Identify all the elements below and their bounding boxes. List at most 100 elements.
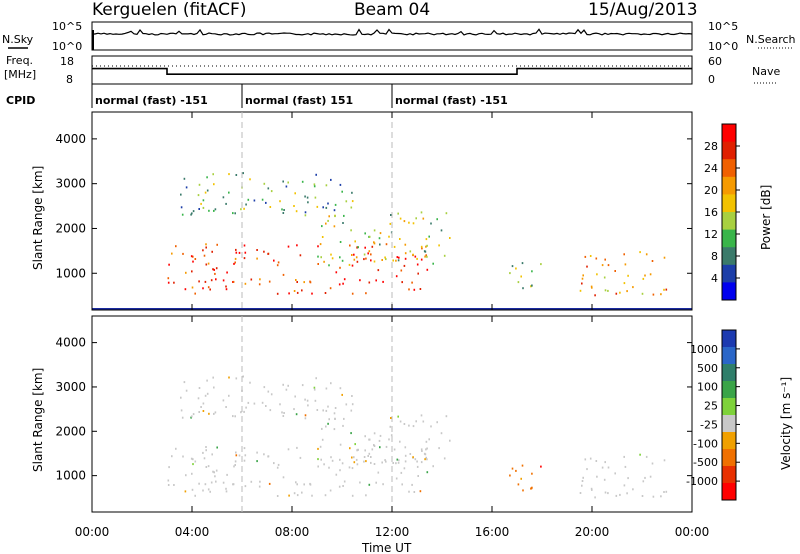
power-echo-cell — [211, 250, 213, 253]
power-echo-cell — [306, 196, 309, 199]
colorbar-swatch — [722, 364, 736, 382]
power-echo-cell — [596, 273, 598, 276]
velocity-echo-cell — [269, 409, 272, 412]
power-echo-cell — [594, 294, 596, 297]
power-echo-cell — [222, 279, 225, 282]
power-echo-cell — [413, 288, 416, 291]
velocity-echo-cell — [341, 462, 344, 465]
velocity-echo-cell — [413, 491, 416, 493]
velocity-echo-cell — [213, 386, 215, 389]
velocity-echo-cell — [342, 485, 344, 487]
power-echo-cell — [322, 206, 324, 209]
power-echo-cell — [324, 292, 327, 294]
colorbar-swatch — [722, 212, 736, 231]
x-tick-label: 16:00 — [475, 525, 510, 539]
velocity-echo-cell — [415, 420, 417, 423]
velocity-echo-cell — [243, 459, 246, 462]
velocity-echo-cell — [211, 453, 213, 456]
power-echo-cell — [258, 283, 261, 286]
power-echo-cell — [207, 286, 210, 289]
power-echo-cell — [321, 225, 323, 228]
velocity-echo-cell — [222, 399, 225, 402]
velocity-echo-cell — [404, 454, 407, 457]
power-echo-cell — [190, 255, 193, 258]
velocity-echo-cell — [209, 490, 211, 493]
velocity-echo-cell — [194, 460, 197, 463]
velocity-echo-cell — [398, 459, 400, 462]
velocity-echo-cell — [425, 440, 428, 443]
power-echo-cell — [404, 243, 407, 246]
power-echo-cell — [652, 293, 655, 296]
power-echo-cell — [317, 263, 319, 265]
power-echo-cell — [370, 259, 372, 262]
velocity-echo-cell — [367, 455, 369, 457]
power-echo-cell — [430, 222, 432, 225]
power-echo-cell — [351, 292, 354, 295]
power-echo-cell — [216, 243, 218, 246]
power-echo-cell — [330, 178, 332, 181]
velocity-echo-cell — [354, 443, 356, 446]
velocity-echo-cell — [408, 424, 410, 427]
velocity-echo-cell — [408, 490, 410, 493]
power-echo-cell — [520, 275, 522, 278]
velocity-echo-cell — [233, 465, 235, 468]
velocity-echo-cell — [645, 455, 648, 458]
velocity-echo-cell — [381, 461, 383, 464]
power-echo-cell — [511, 265, 514, 268]
nsearch-tick-bottom: 10^0 — [708, 40, 738, 53]
y-tick-label: 1000 — [55, 266, 86, 280]
power-echo-cell — [314, 196, 317, 199]
power-echo-cell — [426, 255, 428, 258]
velocity-echo-cell — [330, 456, 332, 459]
power-echo-cell — [215, 278, 217, 281]
power-echo-cell — [363, 258, 365, 261]
velocity-echo-cell — [403, 423, 406, 425]
power-echo-cell — [649, 273, 652, 276]
power-echo-cell — [368, 250, 371, 253]
power-echo-cell — [202, 199, 205, 202]
velocity-echo-cell — [581, 484, 583, 487]
velocity-echo-cell — [335, 473, 338, 476]
velocity-echo-cell — [175, 447, 177, 450]
velocity-echo-cell — [214, 475, 216, 478]
power-echo-cell — [212, 173, 214, 176]
velocity-echo-cell — [285, 388, 288, 391]
velocity-echo-cell — [403, 467, 406, 470]
power-echo-cell — [396, 256, 399, 259]
velocity-echo-cell — [304, 417, 307, 420]
power-echo-cell — [294, 192, 296, 195]
power-echo-cell — [624, 263, 627, 266]
velocity-echo-cell — [282, 415, 285, 417]
velocity-echo-cell — [267, 455, 269, 458]
power-echo-cell — [581, 277, 584, 280]
velocity-echo-cell — [323, 463, 325, 466]
velocity-echo-cell — [594, 496, 596, 499]
velocity-echo-cell — [234, 460, 237, 463]
power-echo-cell — [232, 280, 235, 283]
power-echo-cell — [243, 244, 246, 247]
nave-tick-bottom: 0 — [708, 73, 715, 86]
velocity-echo-cell — [409, 453, 412, 455]
colorbar-tick-label: 8 — [711, 250, 718, 263]
velocity-echo-cell — [364, 449, 366, 452]
velocity-echo-cell — [333, 412, 336, 415]
power-echo-cell — [249, 178, 251, 181]
power-echo-cell — [202, 249, 204, 252]
velocity-echo-cell — [428, 438, 430, 441]
power-echo-cell — [342, 282, 344, 285]
velocity-echo-cell — [368, 438, 371, 441]
power-echo-cell — [416, 257, 418, 260]
power-echo-cell — [604, 258, 606, 261]
x-tick-label: 00:00 — [675, 525, 710, 539]
velocity-echo-cell — [440, 432, 443, 435]
velocity-echo-cell — [389, 425, 392, 428]
power-echo-cell — [581, 282, 583, 285]
velocity-echo-cell — [665, 490, 668, 493]
power-echo-cell — [663, 288, 665, 291]
colorbar-tick-label: 24 — [704, 162, 718, 175]
power-echo-cell — [167, 281, 170, 284]
power-echo-cell — [364, 246, 366, 249]
power-echo-cell — [350, 206, 353, 209]
power-echo-cell — [267, 187, 270, 190]
power-echo-cell — [397, 212, 399, 215]
